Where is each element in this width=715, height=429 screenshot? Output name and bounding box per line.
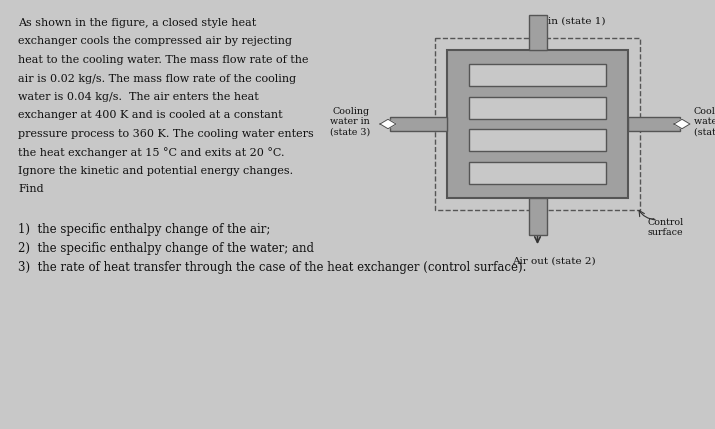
Text: As shown in the figure, a closed style heat: As shown in the figure, a closed style h… [18, 18, 256, 28]
Text: Control
surface: Control surface [648, 218, 684, 237]
Text: Air out (state 2): Air out (state 2) [513, 257, 596, 266]
Bar [435, 38, 640, 210]
Bar [528, 198, 546, 235]
Bar [469, 130, 606, 151]
Text: exchanger at 400 K and is cooled at a constant: exchanger at 400 K and is cooled at a co… [18, 111, 282, 121]
Text: pressure process to 360 K. The cooling water enters: pressure process to 360 K. The cooling w… [18, 129, 314, 139]
Polygon shape [674, 119, 690, 129]
Text: Find: Find [18, 184, 44, 194]
Text: the heat exchanger at 15 °C and exits at 20 °C.: the heat exchanger at 15 °C and exits at… [18, 148, 285, 158]
Text: 3)  the rate of heat transfer through the case of the heat exchanger (control su: 3) the rate of heat transfer through the… [18, 261, 526, 274]
Polygon shape [380, 119, 396, 129]
Text: 2)  the specific enthalpy change of the water; and: 2) the specific enthalpy change of the w… [18, 242, 314, 255]
Text: 1)  the specific enthalpy change of the air;: 1) the specific enthalpy change of the a… [18, 223, 270, 236]
Text: exchanger cools the compressed air by rejecting: exchanger cools the compressed air by re… [18, 36, 292, 46]
Bar [447, 50, 628, 198]
Bar [528, 15, 546, 50]
Bar [628, 117, 680, 131]
Text: Cooling
water out
(state 4): Cooling water out (state 4) [694, 107, 715, 137]
Bar [469, 97, 606, 118]
Text: Air in (state 1): Air in (state 1) [529, 17, 606, 26]
Text: water is 0.04 kg/s.  The air enters the heat: water is 0.04 kg/s. The air enters the h… [18, 92, 259, 102]
Text: heat to the cooling water. The mass flow rate of the: heat to the cooling water. The mass flow… [18, 55, 308, 65]
Text: air is 0.02 kg/s. The mass flow rate of the cooling: air is 0.02 kg/s. The mass flow rate of … [18, 73, 296, 84]
Bar [469, 162, 606, 184]
Text: Cooling
water in
(state 3): Cooling water in (state 3) [330, 107, 370, 137]
Bar [390, 117, 447, 131]
Text: Ignore the kinetic and potential energy changes.: Ignore the kinetic and potential energy … [18, 166, 293, 176]
Bar [469, 64, 606, 86]
